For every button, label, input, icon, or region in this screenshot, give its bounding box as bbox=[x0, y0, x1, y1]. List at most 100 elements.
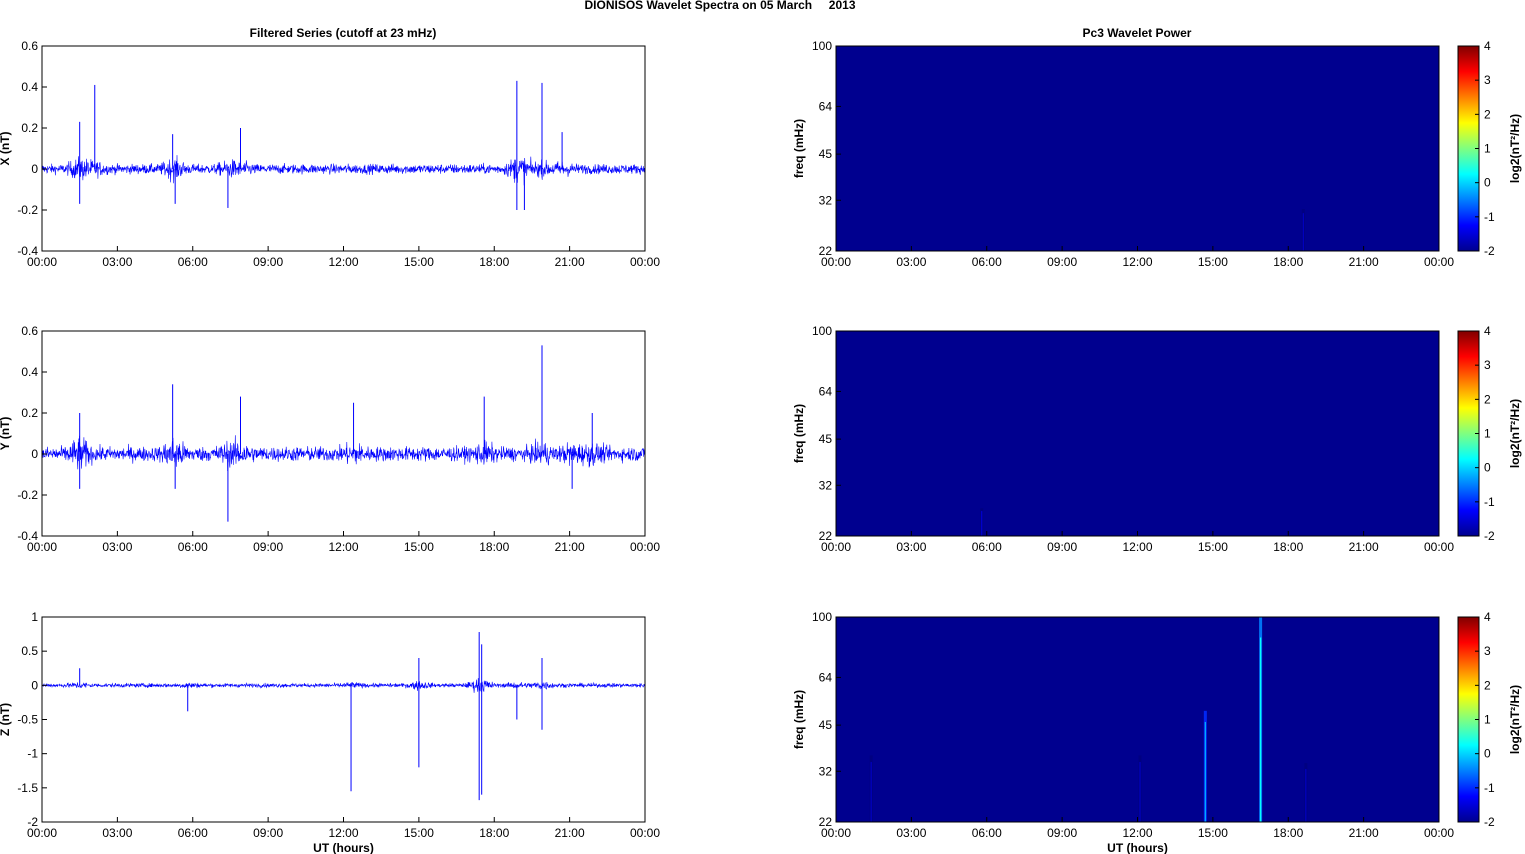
x-tick-label: 15:00 bbox=[404, 826, 434, 840]
colorbar-tick-label: 1 bbox=[1484, 427, 1491, 441]
x-tick-label: 09:00 bbox=[253, 255, 283, 269]
colorbar-tick-label: 0 bbox=[1484, 747, 1491, 761]
x-tick-label: 03:00 bbox=[896, 255, 926, 269]
y-tick-label: 64 bbox=[819, 99, 833, 113]
x-tick-label: 18:00 bbox=[479, 255, 509, 269]
y-axis-label: Y (nT) bbox=[0, 417, 12, 451]
y-tick-label: 0 bbox=[31, 447, 38, 461]
y-tick-label: 100 bbox=[812, 39, 832, 53]
x-axis-label: UT (hours) bbox=[1107, 841, 1168, 854]
y-tick-label: -1 bbox=[27, 747, 38, 761]
x-tick-label: 12:00 bbox=[1122, 540, 1152, 554]
colorbar-tick-label: 2 bbox=[1484, 392, 1491, 406]
x-tick-label: 00:00 bbox=[27, 255, 57, 269]
right-column-title: Pc3 Wavelet Power bbox=[1083, 26, 1192, 40]
x-tick-label: 06:00 bbox=[178, 255, 208, 269]
plot-area bbox=[42, 331, 645, 536]
x-tick-label: 06:00 bbox=[178, 540, 208, 554]
y-tick-label: 32 bbox=[819, 193, 833, 207]
y-tick-label: 45 bbox=[819, 432, 833, 446]
y-axis-label: Z (nT) bbox=[0, 703, 12, 736]
y-tick-label: 32 bbox=[819, 764, 833, 778]
y-axis-label: freq (mHz) bbox=[792, 690, 806, 749]
x-tick-label: 21:00 bbox=[1349, 540, 1379, 554]
heatmap-background bbox=[836, 46, 1439, 251]
x-tick-label: 00:00 bbox=[27, 540, 57, 554]
power-feature-core bbox=[1204, 721, 1206, 822]
colorbar-tick-label: -2 bbox=[1484, 529, 1495, 543]
y-tick-label: -0.2 bbox=[17, 488, 38, 502]
x-tick-label: 00:00 bbox=[821, 540, 851, 554]
x-tick-label: 00:00 bbox=[1424, 255, 1454, 269]
x-tick-label: 09:00 bbox=[253, 826, 283, 840]
power-feature-core bbox=[1139, 761, 1141, 822]
x-tick-label: 06:00 bbox=[972, 540, 1002, 554]
y-tick-label: 64 bbox=[819, 384, 833, 398]
x-tick-label: 03:00 bbox=[102, 255, 132, 269]
x-tick-label: 18:00 bbox=[1273, 255, 1303, 269]
y-tick-label: 0.6 bbox=[21, 39, 38, 53]
x-tick-label: 06:00 bbox=[972, 255, 1002, 269]
x-tick-label: 21:00 bbox=[555, 255, 585, 269]
x-tick-label: 15:00 bbox=[404, 540, 434, 554]
x-tick-label: 12:00 bbox=[328, 255, 358, 269]
colorbar-label: log2(nT²/Hz) bbox=[1508, 685, 1522, 754]
signal-trace bbox=[41, 155, 646, 186]
x-tick-label: 12:00 bbox=[1122, 255, 1152, 269]
x-tick-label: 00:00 bbox=[821, 826, 851, 840]
x-tick-label: 21:00 bbox=[1349, 826, 1379, 840]
colorbar-tick-label: 1 bbox=[1484, 142, 1491, 156]
x-tick-label: 21:00 bbox=[555, 826, 585, 840]
x-tick-label: 09:00 bbox=[1047, 540, 1077, 554]
x-tick-label: 21:00 bbox=[555, 540, 585, 554]
plot-area bbox=[42, 46, 645, 251]
colorbar-tick-label: -1 bbox=[1484, 495, 1495, 509]
panel-line-x: 0.60.40.20-0.2-0.400:00 03:00 06:00 09:00 12… bbox=[0, 39, 660, 269]
x-tick-label: 00:00 bbox=[630, 540, 660, 554]
y-tick-label: 45 bbox=[819, 718, 833, 732]
colorbar-label: log2(nT²/Hz) bbox=[1508, 114, 1522, 183]
x-tick-label: 00:00 bbox=[821, 255, 851, 269]
colorbar-tick-label: -1 bbox=[1484, 781, 1495, 795]
x-tick-label: 18:00 bbox=[1273, 540, 1303, 554]
colorbar-tick-label: 2 bbox=[1484, 107, 1491, 121]
y-tick-label: 0.5 bbox=[21, 644, 38, 658]
signal-trace bbox=[41, 435, 646, 472]
x-tick-label: 21:00 bbox=[1349, 255, 1379, 269]
power-feature-core bbox=[870, 761, 872, 822]
y-tick-label: 22 bbox=[819, 815, 833, 829]
x-tick-label: 03:00 bbox=[896, 540, 926, 554]
colorbar-tick-label: 4 bbox=[1484, 610, 1491, 624]
x-tick-label: 06:00 bbox=[972, 826, 1002, 840]
x-tick-label: 03:00 bbox=[102, 540, 132, 554]
x-tick-label: 12:00 bbox=[1122, 826, 1152, 840]
colorbar-tick-label: 4 bbox=[1484, 39, 1491, 53]
y-tick-label: -0.2 bbox=[17, 203, 38, 217]
figure-title: DIONISOS Wavelet Spectra on 05 March 201… bbox=[585, 0, 856, 12]
x-tick-label: 03:00 bbox=[896, 826, 926, 840]
x-tick-label: 12:00 bbox=[328, 826, 358, 840]
x-tick-label: 18:00 bbox=[479, 826, 509, 840]
y-tick-label: 45 bbox=[819, 147, 833, 161]
y-tick-label: 0.6 bbox=[21, 324, 38, 338]
x-tick-label: 09:00 bbox=[1047, 826, 1077, 840]
y-tick-label: 0 bbox=[31, 678, 38, 692]
colorbar-tick-label: 3 bbox=[1484, 358, 1491, 372]
colorbar-tick-label: -1 bbox=[1484, 210, 1495, 224]
x-tick-label: 12:00 bbox=[328, 540, 358, 554]
x-tick-label: 00:00 bbox=[630, 826, 660, 840]
y-axis-label: freq (mHz) bbox=[792, 404, 806, 463]
panel-line-y: 0.60.40.20-0.2-0.400:00 03:00 06:00 09:00 12… bbox=[0, 324, 660, 554]
y-tick-label: 100 bbox=[812, 610, 832, 624]
colorbar-tick-label: -2 bbox=[1484, 815, 1495, 829]
y-tick-label: 22 bbox=[819, 244, 833, 258]
y-tick-label: 0.2 bbox=[21, 121, 38, 135]
x-tick-label: 15:00 bbox=[1198, 826, 1228, 840]
y-tick-label: -1.5 bbox=[17, 781, 38, 795]
heatmap-background bbox=[836, 331, 1439, 536]
y-tick-label: 0.4 bbox=[21, 80, 38, 94]
